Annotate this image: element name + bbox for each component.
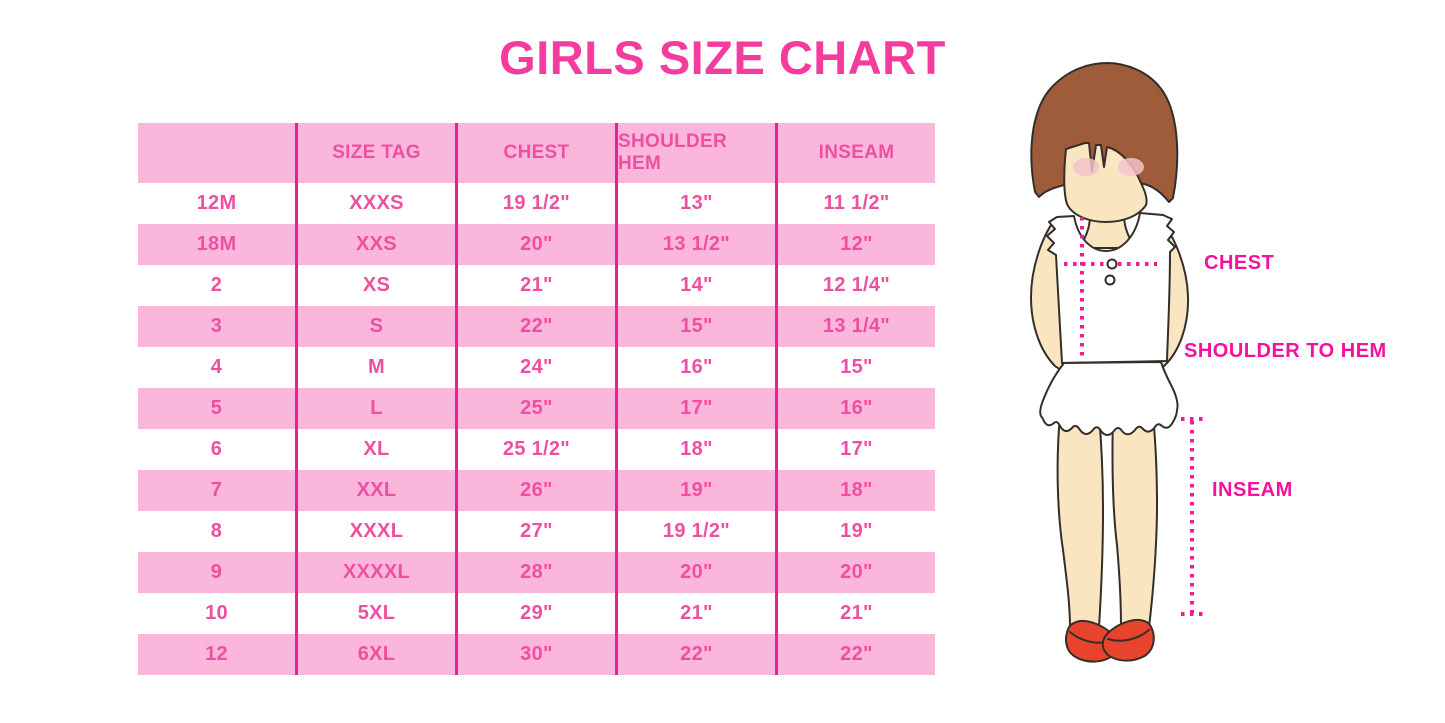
table-cell: 5 <box>138 388 298 429</box>
table-row: 18M XXS 20" 13 1/2" 12" <box>138 224 935 265</box>
table-cell: 3 <box>138 306 298 347</box>
table-cell: 20" <box>840 561 873 583</box>
table-cell: 13 1/4" <box>822 315 891 337</box>
table-cell: 14" <box>618 265 778 306</box>
table-row: 2 XS 21" 14" 12 1/4" <box>138 265 935 306</box>
table-cell: 24" <box>458 347 618 388</box>
table-row: 6 XL 25 1/2" 18" 17" <box>138 429 935 470</box>
blush-left <box>1073 158 1099 176</box>
table-row: 8 XXXL 27" 19 1/2" 19" <box>138 511 935 552</box>
leg-right <box>1111 414 1158 628</box>
table-cell: 25" <box>458 388 618 429</box>
table-row: 10 5XL 29" 21" 21" <box>138 593 935 634</box>
table-cell: 17" <box>840 438 873 460</box>
table-header-row: SIZE TAG CHEST SHOULDER HEM INSEAM <box>138 123 935 183</box>
leg-left <box>1056 414 1104 628</box>
table-header-cell: CHEST <box>458 123 618 183</box>
table-cell: 26" <box>458 470 618 511</box>
table-row: 3 S 22" 15" 13 1/4" <box>138 306 935 347</box>
table-cell: XXL <box>298 470 458 511</box>
table-header-cell: SIZE TAG <box>298 123 458 183</box>
table-cell: 10 <box>138 593 298 634</box>
skirt-shape <box>1039 361 1179 436</box>
table-cell: 20" <box>618 552 778 593</box>
table-header-cell: SHOULDER HEM <box>618 123 778 183</box>
table-cell: 7 <box>138 470 298 511</box>
table-cell: 22" <box>840 643 873 665</box>
table-cell: 22" <box>618 634 778 675</box>
inseam-label: INSEAM <box>1212 479 1293 501</box>
table-cell: 30" <box>458 634 618 675</box>
chest-label: CHEST <box>1204 252 1275 274</box>
table-cell: 5XL <box>298 593 458 634</box>
table-cell: S <box>298 306 458 347</box>
table-cell: XS <box>298 265 458 306</box>
table-row: 4 M 24" 16" 15" <box>138 347 935 388</box>
table-cell: XXXL <box>298 511 458 552</box>
table-cell: 19 1/2" <box>618 511 778 552</box>
table-row: 9 XXXXL 28" 20" 20" <box>138 552 935 593</box>
table-header-cell: INSEAM <box>818 142 895 163</box>
table-cell: 21" <box>840 602 873 624</box>
table-cell: 18" <box>840 479 873 501</box>
table-cell: XL <box>298 429 458 470</box>
shoe-right-strap <box>1107 629 1150 642</box>
table-cell: M <box>298 347 458 388</box>
girl-measurement-diagram <box>1030 62 1204 663</box>
table-cell: 15" <box>840 356 873 378</box>
table-cell: 19" <box>840 520 873 542</box>
table-cell: 13 1/2" <box>618 224 778 265</box>
table-cell: 8 <box>138 511 298 552</box>
table-cell: 19" <box>618 470 778 511</box>
shoulder-to-hem-label: SHOULDER TO HEM <box>1184 340 1387 362</box>
table-cell: 15" <box>618 306 778 347</box>
table-cell: XXS <box>298 224 458 265</box>
table-cell: 13" <box>618 183 778 224</box>
table-cell: 6XL <box>298 634 458 675</box>
table-cell: 20" <box>458 224 618 265</box>
table-cell: 29" <box>458 593 618 634</box>
table-row: 5 L 25" 17" 16" <box>138 388 935 429</box>
table-cell: 12 1/4" <box>822 274 891 296</box>
table-cell: 4 <box>138 347 298 388</box>
table-cell: 12M <box>138 183 298 224</box>
table-cell: 6 <box>138 429 298 470</box>
table-cell: 12 <box>138 634 298 675</box>
size-chart-table: SIZE TAG CHEST SHOULDER HEM INSEAM 12M XXXS 19… <box>138 123 935 675</box>
table-cell: 21" <box>618 593 778 634</box>
table-cell: 11 1/2" <box>823 192 890 214</box>
table-cell: 2 <box>138 265 298 306</box>
table-cell: 9 <box>138 552 298 593</box>
table-cell: 21" <box>458 265 618 306</box>
table-cell: L <box>298 388 458 429</box>
table-cell: 28" <box>458 552 618 593</box>
top-shape <box>1046 212 1176 364</box>
table-cell: 19 1/2" <box>458 183 618 224</box>
table-cell: XXXXL <box>298 552 458 593</box>
table-row: 7 XXL 26" 19" 18" <box>138 470 935 511</box>
top-button-1 <box>1106 258 1118 270</box>
page-title: GIRLS SIZE CHART <box>499 31 946 84</box>
table-cell: 25 1/2" <box>458 429 618 470</box>
table-row: 12M XXXS 19 1/2" 13" 11 1/2" <box>138 183 935 224</box>
table-cell: 16" <box>618 347 778 388</box>
table-cell: 22" <box>458 306 618 347</box>
table-cell: 18M <box>138 224 298 265</box>
table-cell: 18" <box>618 429 778 470</box>
table-cell: 12" <box>840 233 873 255</box>
table-cell: 16" <box>840 397 873 419</box>
table-cell: 27" <box>458 511 618 552</box>
blush-right <box>1118 158 1144 176</box>
table-cell: XXXS <box>298 183 458 224</box>
table-row: 12 6XL 30" 22" 22" <box>138 634 935 675</box>
table-header-cell <box>138 123 298 183</box>
top-button-2 <box>1104 274 1116 286</box>
table-cell: 17" <box>618 388 778 429</box>
